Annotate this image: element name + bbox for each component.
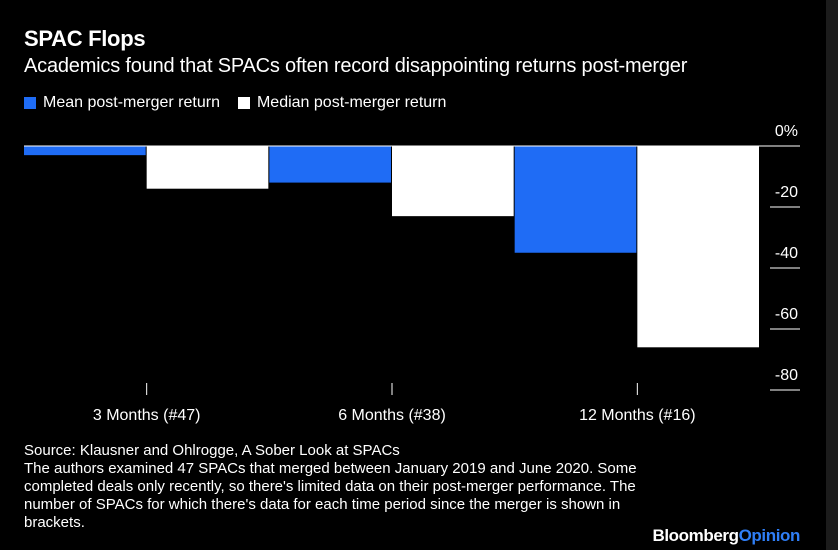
methodology-note: The authors examined 47 SPACs that merge… (24, 460, 637, 531)
y-tick-label-0: 0% (775, 123, 798, 140)
bar-median-0 (146, 146, 269, 189)
y-tick-label-1: -20 (775, 184, 798, 201)
bar-mean-1 (269, 146, 391, 183)
x-tick-label-1: 6 Months (#38) (338, 407, 446, 424)
legend-item-mean: Mean post-merger return (24, 94, 220, 112)
legend-swatch-mean (24, 97, 36, 109)
legend-swatch-median (237, 97, 250, 109)
bar-median-1 (392, 146, 514, 217)
source-block: Source: Klausner and Ohlrogge, A Sober L… (24, 442, 664, 532)
bar-median-2 (637, 146, 759, 348)
chart-subtitle: Academics found that SPACs often record … (24, 55, 688, 77)
bar-chart: 0% -20 -40 -60 -80 3 Months (#47) 6 Months (#3… (24, 123, 800, 424)
y-tick-label-2: -40 (775, 245, 798, 262)
bar-mean-0 (24, 146, 146, 156)
chart-title: SPAC Flops (24, 26, 146, 51)
legend-label-median: Median post-merger return (256, 94, 447, 111)
source-line: Source: Klausner and Ohlrogge, A Sober L… (24, 442, 400, 459)
side-strip (826, 0, 838, 550)
y-tick-label-3: -60 (775, 306, 798, 323)
legend: Mean post-merger return Median post-merg… (24, 94, 464, 112)
x-tick-label-2: 12 Months (#16) (579, 407, 696, 424)
x-tick-label-0: 3 Months (#47) (93, 407, 201, 424)
bloomberg-opinion-logo: BloombergOpinion (652, 526, 800, 546)
brand-part1: Bloomberg (652, 526, 739, 545)
bar-mean-2 (514, 146, 637, 253)
legend-item-median: Median post-merger return (237, 94, 447, 112)
legend-label-mean: Mean post-merger return (43, 94, 220, 111)
brand-part2: Opinion (738, 526, 801, 545)
y-tick-label-4: -80 (775, 367, 798, 384)
